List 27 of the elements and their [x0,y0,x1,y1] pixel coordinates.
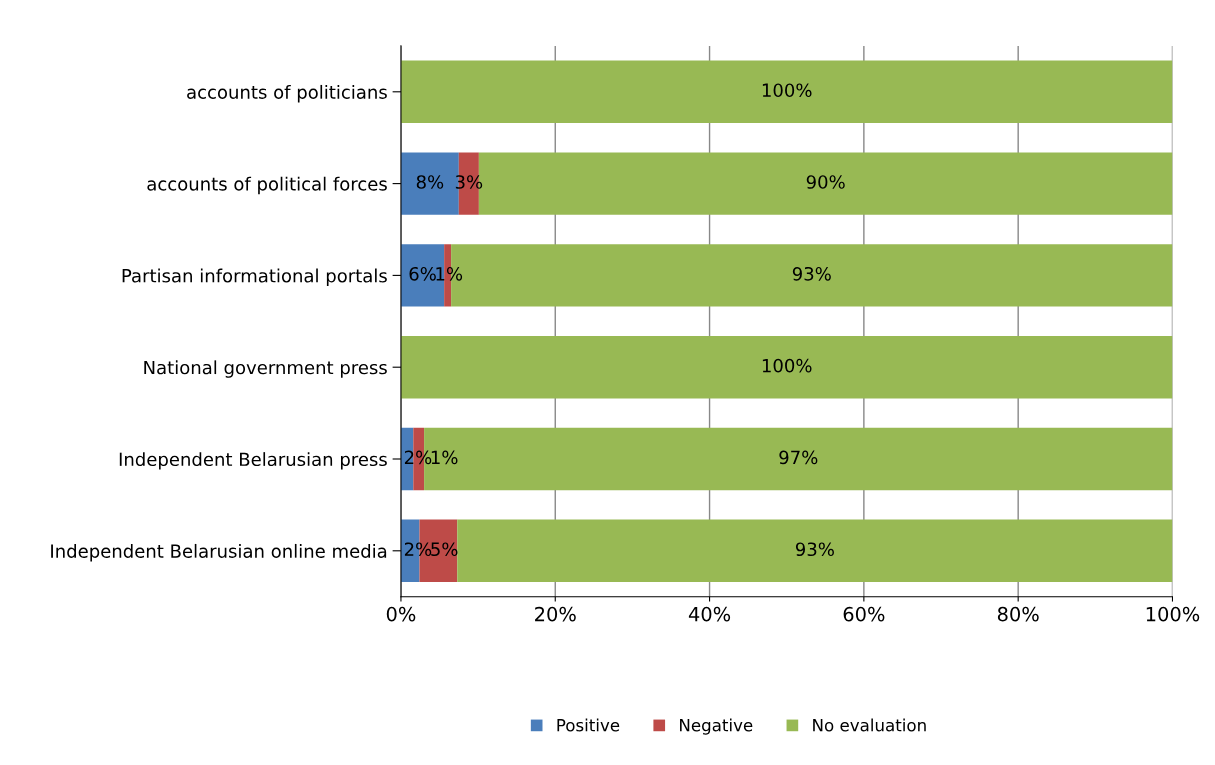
x-tick-label: 0% [386,606,416,622]
data-label: 93% [795,542,834,557]
data-label: 93% [792,266,831,281]
bar [400,335,1173,399]
data-label: 6% [409,266,436,281]
y-tick-label: accounts of politicians [187,84,387,103]
bar [457,519,1173,583]
bar [400,60,1173,124]
legend-label: No evaluation [813,718,926,732]
x-tick-label: 80% [997,606,1039,622]
y-tick-label: Independent Belarusian press [119,452,387,470]
data-label: 8% [416,175,444,189]
y-tick-label: accounts of political forces [147,176,387,195]
y-tick-label: Independent Belarusian online media [51,543,387,562]
data-label: 100% [762,83,812,98]
x-tick-label: 60% [843,606,885,622]
data-label: 90% [806,175,845,189]
data-label: 100% [762,358,812,373]
y-tick-label: National government press [144,360,387,378]
x-tick-label: 20% [535,606,576,622]
legend-label: Negative [680,718,753,735]
y-tick-label: Partisan informational portals [122,268,387,287]
legend-label: Positive [557,718,620,732]
x-tick-label: 40% [688,606,731,622]
x-tick-label: 100% [1146,606,1200,622]
data-label: 1% [431,450,458,465]
data-label: 97% [779,450,818,465]
